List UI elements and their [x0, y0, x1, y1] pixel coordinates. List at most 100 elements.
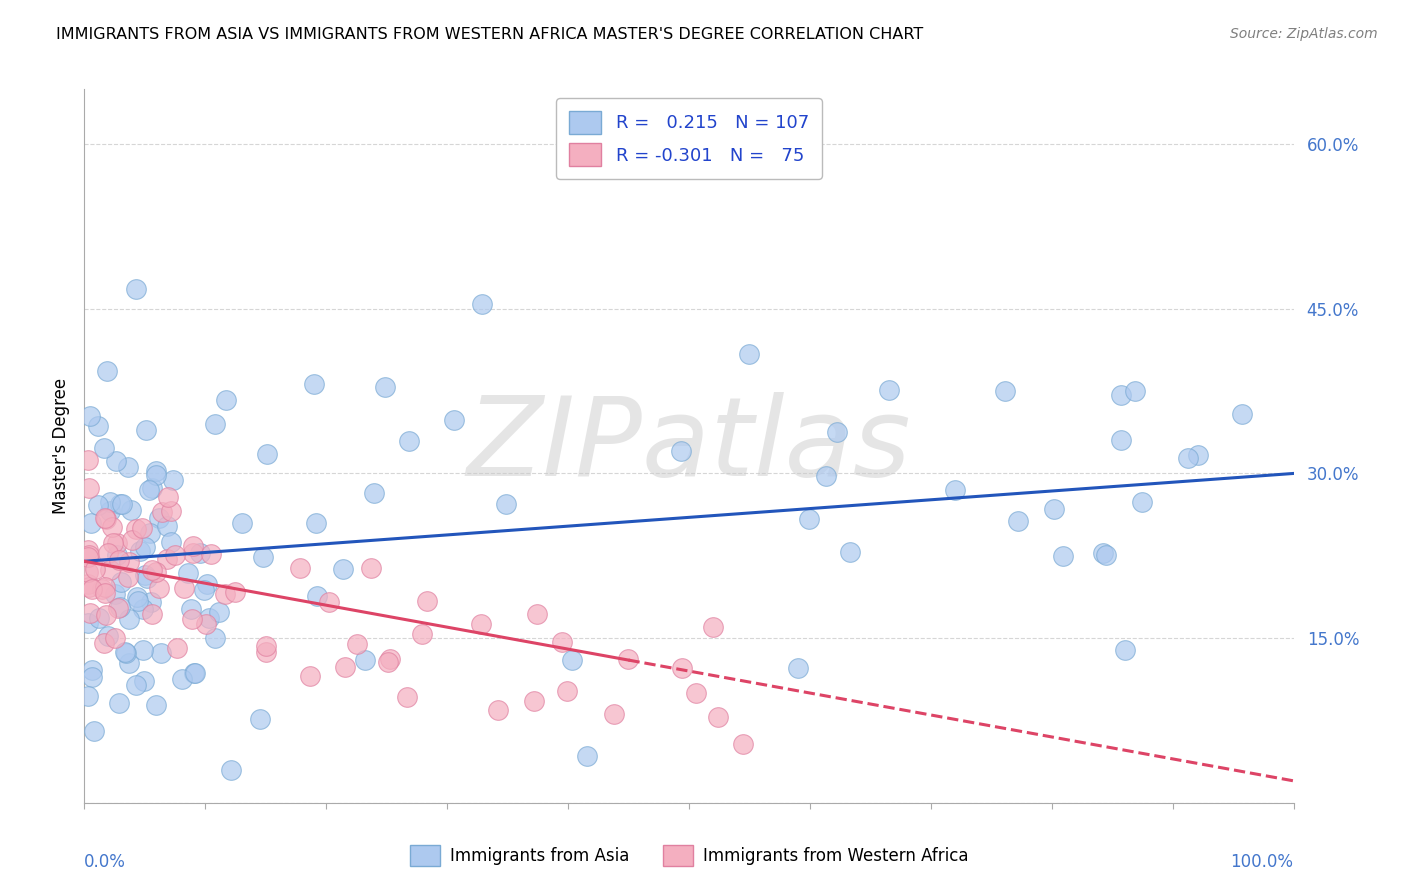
Point [96, 364, 118, 378]
Point [195, 577, 218, 591]
Point [135, 423, 157, 437]
Point [134, 540, 156, 554]
Point [77, 565, 100, 579]
Point [395, 690, 418, 705]
Point [159, 504, 181, 518]
Point [1230, 407, 1253, 421]
Point [184, 665, 207, 680]
Point [77, 550, 100, 565]
Point [302, 376, 325, 391]
Point [166, 640, 188, 655]
Point [838, 545, 860, 559]
Text: IMMIGRANTS FROM ASIA VS IMMIGRANTS FROM WESTERN AFRICA MASTER'S DEGREE CORRELATI: IMMIGRANTS FROM ASIA VS IMMIGRANTS FROM … [56, 27, 924, 42]
Text: 0.0%: 0.0% [84, 853, 127, 871]
Point [125, 522, 148, 536]
Point [80, 516, 103, 531]
Point [120, 503, 142, 517]
Point [108, 497, 131, 511]
Point [360, 561, 382, 575]
Point [183, 666, 205, 681]
Point [398, 434, 420, 448]
Point [108, 600, 131, 615]
Point [551, 635, 574, 649]
Point [561, 653, 583, 667]
Point [1094, 548, 1116, 562]
Point [707, 709, 730, 723]
Point [603, 706, 626, 721]
Point [305, 516, 328, 530]
Point [148, 581, 170, 595]
Point [157, 490, 180, 504]
Point [416, 593, 439, 607]
Point [138, 525, 160, 540]
Point [183, 546, 205, 560]
Point [121, 533, 143, 547]
Point [138, 483, 160, 497]
Point [148, 511, 170, 525]
Point [162, 473, 184, 487]
Point [132, 673, 155, 688]
Point [1111, 387, 1133, 401]
Point [118, 555, 141, 569]
Point [354, 653, 377, 667]
Point [105, 536, 128, 550]
Point [160, 534, 183, 549]
Point [129, 544, 152, 558]
Text: 100.0%: 100.0% [1230, 853, 1294, 871]
Point [80, 663, 103, 677]
Point [555, 684, 578, 698]
Point [141, 563, 163, 577]
Point [797, 512, 820, 526]
Point [114, 645, 136, 659]
Point [93, 580, 115, 594]
Point [224, 585, 246, 599]
Point [1007, 514, 1029, 528]
Point [87, 419, 110, 434]
Point [193, 582, 215, 597]
Point [127, 590, 149, 604]
Point [1123, 384, 1146, 398]
Point [134, 567, 156, 582]
Point [77, 453, 100, 467]
Point [943, 483, 966, 497]
Point [702, 620, 724, 634]
Point [83, 724, 105, 739]
Point [108, 553, 131, 567]
Point [94, 512, 117, 526]
Point [181, 539, 204, 553]
Point [685, 686, 707, 700]
Point [256, 447, 278, 461]
Point [374, 379, 396, 393]
Point [145, 565, 167, 579]
Point [363, 485, 385, 500]
Point [97, 546, 120, 560]
Point [495, 497, 517, 511]
Point [249, 712, 271, 726]
Point [177, 566, 200, 581]
Point [616, 652, 638, 666]
Point [141, 595, 163, 609]
Point [115, 646, 138, 660]
Point [335, 660, 357, 674]
Point [170, 672, 193, 686]
Point [380, 651, 402, 665]
Point [787, 660, 810, 674]
Point [145, 464, 167, 478]
Point [443, 413, 465, 427]
Point [825, 425, 848, 439]
Point [877, 383, 900, 397]
Point [94, 585, 117, 599]
Point [156, 551, 179, 566]
Point [526, 607, 548, 622]
Text: ZIPatlas: ZIPatlas [467, 392, 911, 500]
Point [252, 550, 274, 565]
Point [98, 563, 121, 577]
Point [738, 347, 761, 361]
Point [101, 520, 124, 534]
Point [98, 495, 121, 509]
Point [994, 384, 1017, 398]
Point [155, 519, 177, 533]
Point [254, 639, 277, 653]
Point [77, 616, 100, 631]
Point [411, 627, 433, 641]
